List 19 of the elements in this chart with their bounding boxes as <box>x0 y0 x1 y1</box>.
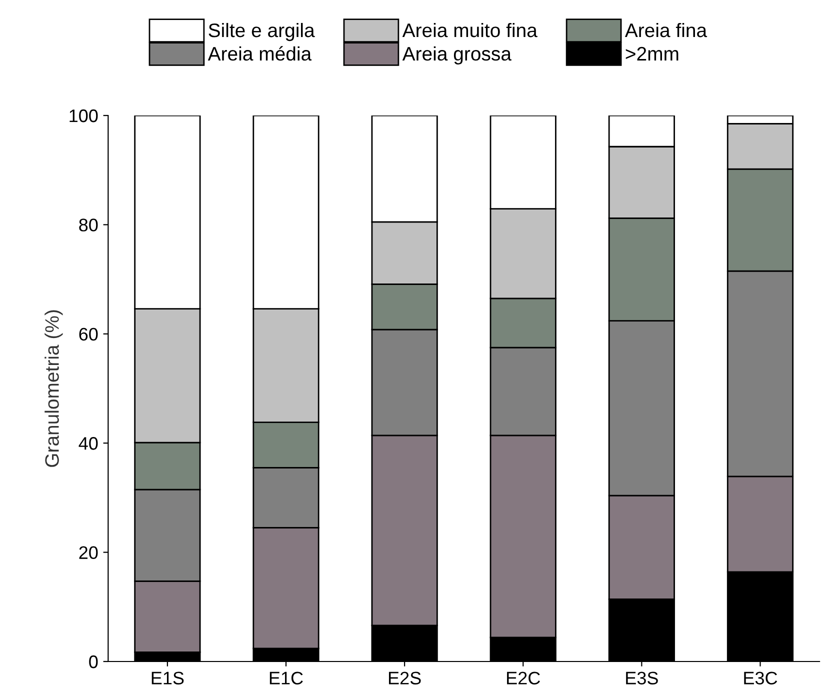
legend-label: >2mm <box>626 46 678 60</box>
x-tick-label: E1S <box>152 672 184 684</box>
legend-label: Silte e argila <box>208 22 315 42</box>
y-axis-title: Granulometria (%) <box>44 310 63 467</box>
legend-label: Areia média <box>208 46 312 61</box>
legend-label: Areia fina <box>624 22 708 38</box>
y-tick-label: 60 <box>79 328 98 341</box>
y-tick-label: 80 <box>79 218 98 232</box>
x-tick-label: E1C <box>270 672 303 684</box>
x-tick-label: E2C <box>507 672 540 684</box>
y-tick-label: 100 <box>70 109 98 122</box>
y-tick-label: 0 <box>89 655 98 668</box>
x-tick-label: E3S <box>626 672 658 684</box>
legend-label: Areia muito fina <box>402 22 538 38</box>
y-tick-label: 20 <box>79 546 98 560</box>
legend-label: Areia grossa <box>402 46 512 65</box>
x-tick-label: E2S <box>388 672 421 684</box>
x-tick-label: E3C <box>744 672 778 684</box>
y-tick-label: 40 <box>78 437 98 450</box>
